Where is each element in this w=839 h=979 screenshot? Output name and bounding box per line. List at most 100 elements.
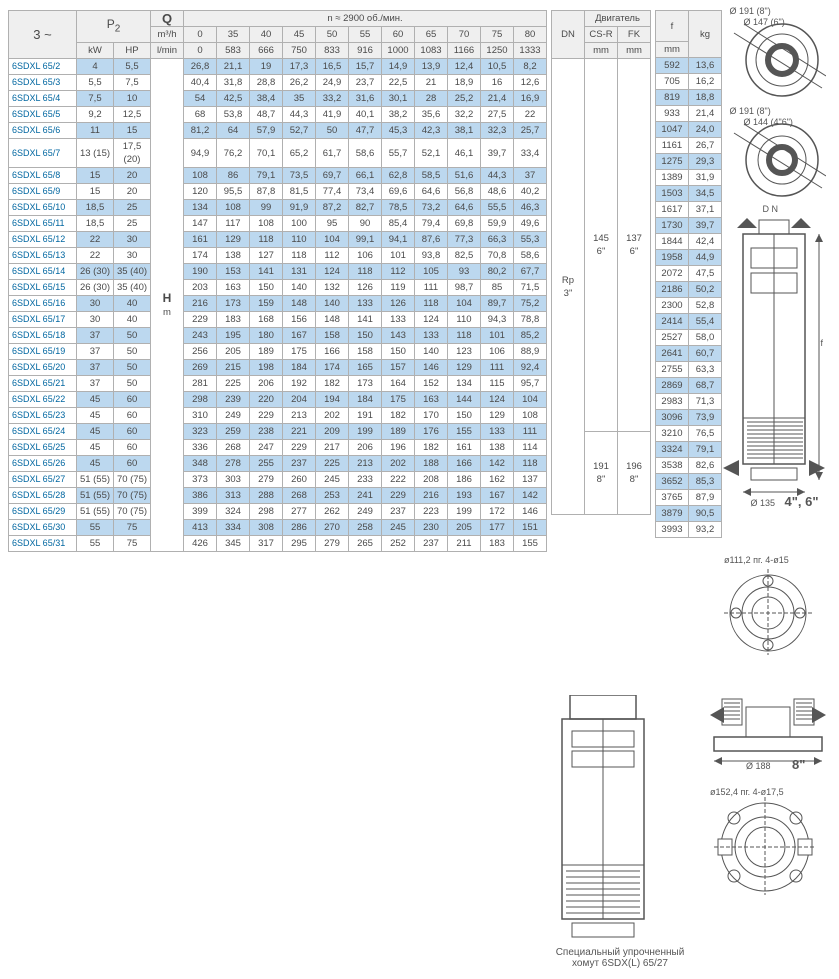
h-cell: 35 [283,91,316,107]
h-cell: 213 [349,456,382,472]
model-cell: 6SDXL 65/15 [9,280,77,296]
model-cell: 6SDXL 65/25 [9,440,77,456]
h-cell: 32,2 [448,107,481,123]
h-cell: 208 [415,472,448,488]
h-cell: 50 [316,123,349,139]
h-cell: 150 [250,280,283,296]
h-cell: 213 [283,408,316,424]
pump-section-icon [721,218,831,518]
h-cell: 10,5 [481,59,514,75]
h-cell: 105 [415,264,448,280]
h-cell: 286 [283,520,316,536]
h-cell: 86 [217,168,250,184]
kw-cell: 45 [77,392,114,408]
kg-cell: 42,4 [689,234,722,250]
h-cell: 44,3 [481,168,514,184]
table-row: 6SDXL 65/1426 (30)35 (40)190153141131124… [9,264,547,280]
kw-cell: 15 [77,184,114,200]
model-cell: 6SDXL 65/26 [9,456,77,472]
table-row: 264160,7 [656,346,722,362]
h-cell: 198 [250,360,283,376]
h-cell: 37 [514,168,547,184]
h-cell: 42,5 [217,91,250,107]
f-cell: 2983 [656,394,689,410]
h-cell: 133 [349,296,382,312]
h-cell: 94,3 [481,312,514,328]
kg-cell: 87,9 [689,490,722,506]
h-cell: 241 [349,488,382,504]
hp-cell: 60 [114,408,151,424]
h-cell: 118 [349,264,382,280]
h-cell: 177 [481,520,514,536]
table-row: 6SDXL 65/13223017413812711811210610193,8… [9,248,547,264]
h-cell: 132 [316,280,349,296]
table-row: 241455,4 [656,314,722,330]
n-header: n ≈ 2900 об./мин. [184,11,547,27]
h-cell: 31,6 [349,91,382,107]
kw-cell: 45 [77,424,114,440]
h-cell: 17,3 [283,59,316,75]
table-row: 161737,1 [656,202,722,218]
fk-bot: 1968" [618,432,651,515]
table-row: 218650,2 [656,282,722,298]
h-cell: 190 [184,264,217,280]
h-cell: 176 [415,424,448,440]
model-cell: 6SDXL 65/28 [9,488,77,504]
nlm-7: 1083 [415,43,448,59]
h-cell: 237 [382,504,415,520]
h-cell: 75,2 [514,296,547,312]
h-cell: 148 [283,296,316,312]
h-cell: 73,4 [349,184,382,200]
h-cell: 229 [382,488,415,504]
model-cell: 6SDXL 65/5 [9,107,77,123]
kw-cell: 45 [77,456,114,472]
h-cell: 67,7 [514,264,547,280]
h-cell: 134 [184,200,217,216]
table-row: 6SDXL 65/1730402291831681561481411331241… [9,312,547,328]
csr-header: CS-R [585,27,618,43]
h-cell: 158 [349,344,382,360]
h-cell: 146 [415,360,448,376]
h-cell: 99 [250,200,283,216]
h-cell: 16,9 [514,91,547,107]
h-cell: 249 [217,408,250,424]
f-cell: 592 [656,58,689,74]
h-cell: 173 [217,296,250,312]
table-row: 6SDXL 65/1018,5251341089991,987,282,778,… [9,200,547,216]
table-row: 6SDXL 65/2345603102492292132021911821701… [9,408,547,424]
h-cell: 399 [184,504,217,520]
table-row: 332479,1 [656,442,722,458]
h-cell: 46,1 [448,139,481,168]
h-cell: 87,6 [415,232,448,248]
table-row: 6SDXL 65/2851 (55)70 (75)386313288268253… [9,488,547,504]
h-cell: 144 [448,392,481,408]
model-cell: 6SDXL 65/24 [9,424,77,440]
h-cell: 205 [448,520,481,536]
table-row: 127529,3 [656,154,722,170]
h-cell: 175 [283,344,316,360]
h-cell: 110 [283,232,316,248]
kw-cell: 37 [77,376,114,392]
h-cell: 33,4 [514,139,547,168]
h-cell: 25,2 [448,91,481,107]
inch8-label: 8" [792,757,805,772]
table-row: 6SDXL 65/47,5105442,538,43533,231,630,12… [9,91,547,107]
h-cell: 85,4 [382,216,415,232]
h-cell: 38,1 [448,123,481,139]
h-cell: 182 [316,376,349,392]
model-cell: 6SDXL 65/18 [9,328,77,344]
csr-top: 1456" [585,59,618,432]
h-cell: 8,2 [514,59,547,75]
dn-header: DN [552,11,585,59]
h-cell: 47,7 [349,123,382,139]
model-cell: 6SDXL 65/2 [9,59,77,75]
h-cell: 161 [184,232,217,248]
h-cell: 52,7 [283,123,316,139]
table-row: 173039,7 [656,218,722,234]
h-cell: 162 [481,472,514,488]
h-cell: 194 [316,392,349,408]
h-cell: 215 [217,360,250,376]
h-cell: 59,9 [481,216,514,232]
table-row: 104724,0 [656,122,722,138]
d188-label: Ø 188 [746,761,771,771]
